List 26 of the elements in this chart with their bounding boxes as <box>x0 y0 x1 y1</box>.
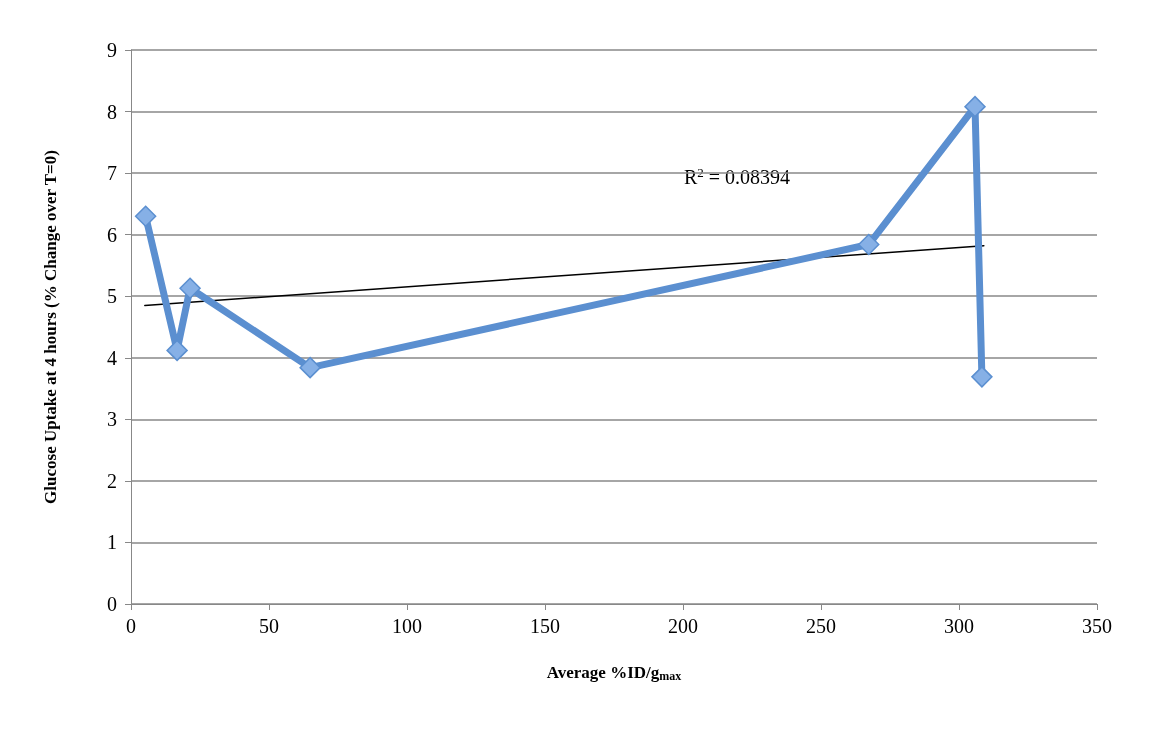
y-tick-label: 3 <box>107 408 117 431</box>
y-tick-label: 7 <box>107 162 117 185</box>
y-tick-label: 8 <box>107 100 117 123</box>
y-tick-label: 9 <box>107 39 117 61</box>
x-tick-label: 300 <box>944 615 974 637</box>
x-tick-label: 150 <box>530 615 560 637</box>
x-tick-label: 200 <box>668 615 698 637</box>
y-tick-label: 1 <box>107 531 117 554</box>
y-tick-label: 6 <box>107 223 117 246</box>
x-tick-label: 250 <box>806 615 836 637</box>
point <box>971 366 993 388</box>
point <box>299 356 321 379</box>
point <box>858 233 880 256</box>
y-tick-label: 0 <box>107 593 117 615</box>
x-tick-label: 350 <box>1082 615 1112 637</box>
x-tick-label: 100 <box>392 615 422 637</box>
x-tick-label: 0 <box>126 615 136 637</box>
y-tick-label: 4 <box>107 346 117 369</box>
x-tick-label: 50 <box>259 615 279 637</box>
y-tick-label: 2 <box>107 469 117 492</box>
point <box>179 277 201 299</box>
y-tick-label: 5 <box>107 285 117 308</box>
point <box>134 205 157 227</box>
y-axis-title: Glucose Uptake at 4 hours (% Change over T=0) <box>41 150 60 504</box>
point <box>166 339 188 362</box>
point <box>964 95 986 118</box>
